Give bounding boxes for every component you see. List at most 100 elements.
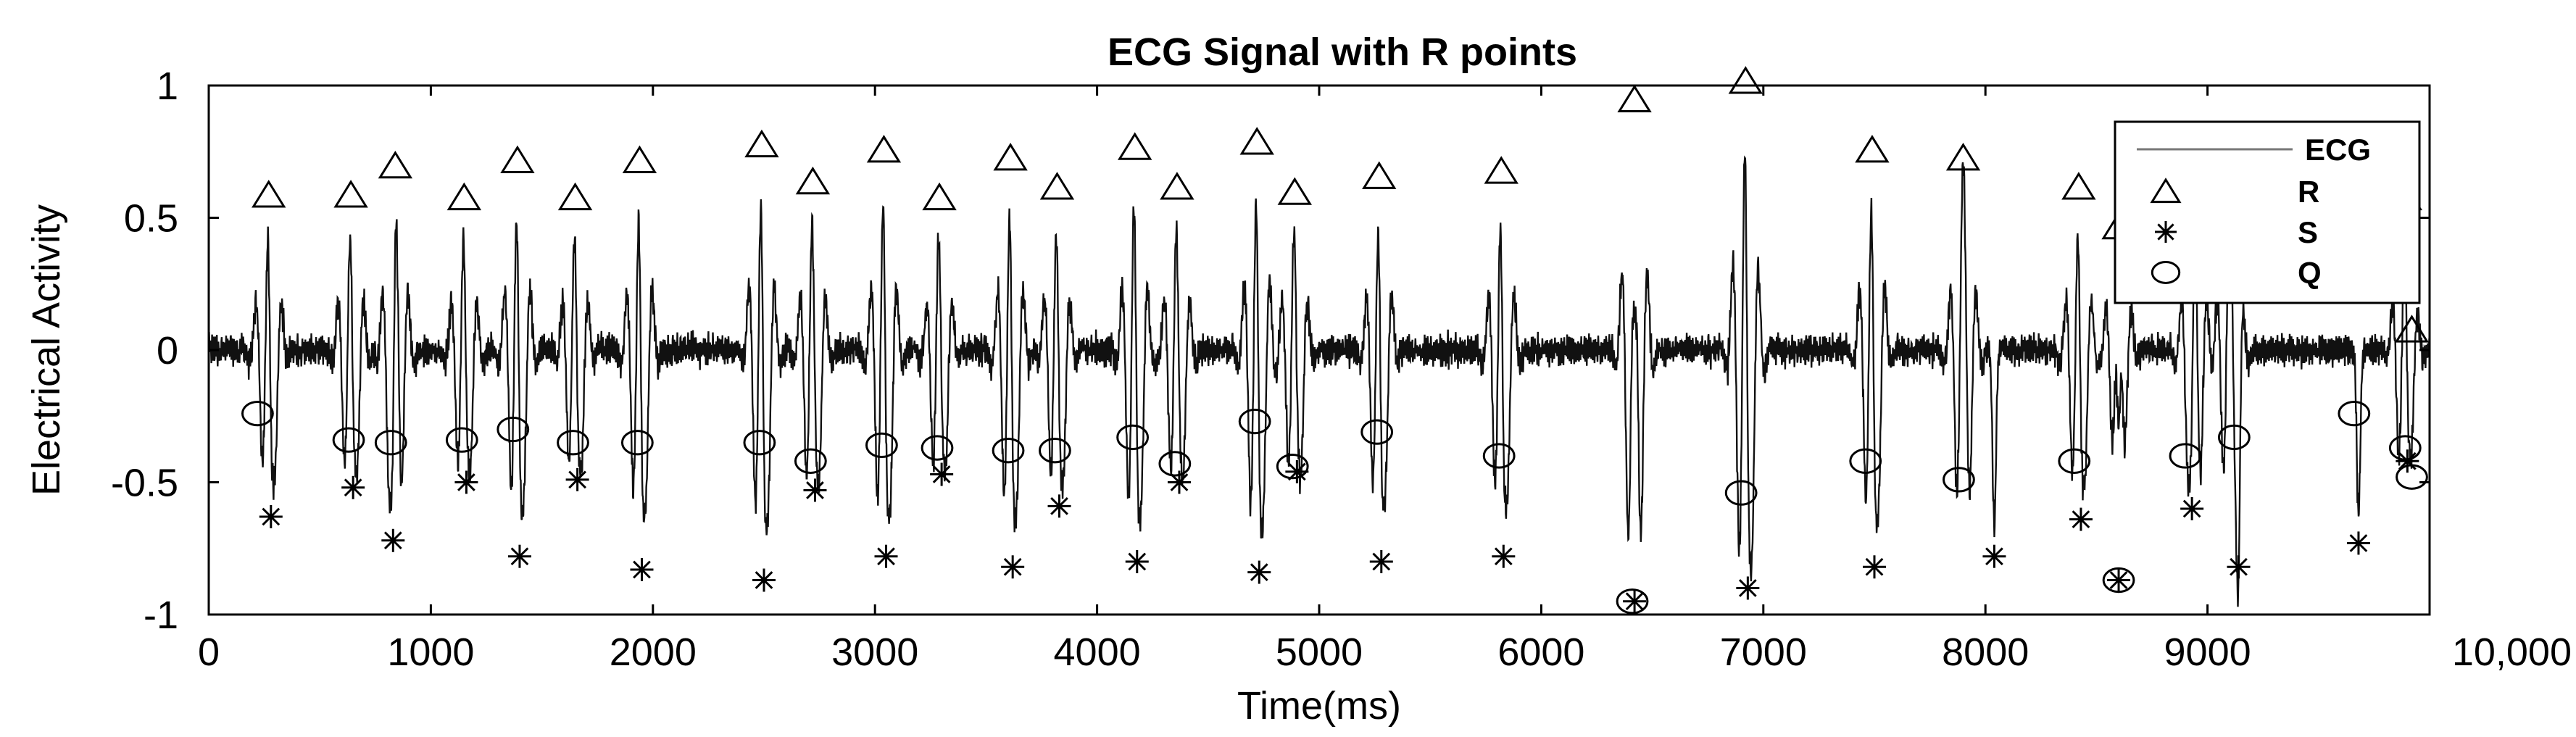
s-point-marker	[507, 544, 531, 568]
q-point-marker	[794, 448, 827, 474]
q-point-marker	[1482, 443, 1516, 469]
s-point-marker	[803, 478, 827, 502]
r-point-marker	[1117, 132, 1152, 160]
q-point-marker	[1276, 453, 1309, 480]
x-tick-label: 3000	[831, 630, 918, 674]
s-point-marker	[341, 475, 365, 499]
r-point-marker	[866, 135, 902, 163]
s-point-marker	[1863, 555, 1886, 579]
r-point-marker	[333, 180, 368, 208]
asterisk-stroke	[2157, 223, 2174, 241]
y-axis-label: Electrical Activity	[25, 204, 68, 496]
asterisk-stroke	[2182, 499, 2201, 518]
plot-area: 0 1000 2000 3000 4000 5000 6000 7000 8000 9000 10,…	[111, 64, 2572, 674]
q-point-marker	[557, 430, 589, 456]
q-point-marker	[1116, 424, 1150, 451]
x-tick-label: 1000	[387, 630, 474, 674]
r-point-marker	[1484, 156, 1518, 184]
asterisk-stroke	[457, 473, 475, 491]
asterisk-stroke	[1372, 552, 1391, 571]
r-point-marker	[2394, 315, 2430, 343]
s-point-marker	[2227, 555, 2251, 579]
legend-s-swatch	[2155, 221, 2177, 243]
asterisk-stroke	[755, 571, 773, 589]
q-point-marker	[332, 427, 365, 453]
legend: ECG RSQ	[2114, 120, 2421, 304]
r-point-marker	[622, 145, 657, 173]
s-point-marker	[565, 467, 589, 491]
r-point-marker	[1617, 84, 1652, 113]
q-point-marker	[2388, 435, 2422, 461]
r-point-marker	[500, 145, 535, 173]
x-tick-label: 7000	[1720, 630, 1807, 674]
asterisk-stroke	[1985, 547, 2003, 566]
y-tick-label: 0	[157, 329, 178, 372]
ecg-signal-layer	[207, 155, 2431, 607]
q-point-marker	[620, 430, 654, 456]
r-point-marker	[378, 150, 413, 179]
y-tick-label: 1	[157, 64, 178, 108]
r-point-marker	[1039, 172, 1075, 200]
asterisk-stroke	[2230, 557, 2248, 576]
asterisk-stroke	[510, 547, 529, 566]
q-point-marker	[2338, 400, 2371, 427]
q-point-marker	[496, 416, 530, 443]
legend-box	[2114, 120, 2421, 304]
q-point-marker	[2169, 443, 2202, 469]
asterisk-stroke	[633, 560, 651, 579]
r-point-marker	[993, 142, 1028, 171]
r-point-marker	[1362, 161, 1397, 189]
x-tick-label: 2000	[610, 630, 697, 674]
r-point-marker	[1239, 127, 1274, 155]
x-tick-label: 5000	[1276, 630, 1363, 674]
asterisk-stroke	[1250, 563, 1268, 581]
asterisk-stroke	[1170, 473, 1189, 491]
legend-entries: ECG RSQ	[2137, 133, 2371, 290]
marker-layer	[241, 66, 2430, 615]
q-point-marker	[2102, 567, 2135, 594]
asterisk-stroke	[1494, 547, 1513, 566]
legend-label-q: Q	[2298, 256, 2322, 290]
asterisk-stroke	[383, 531, 402, 550]
s-point-marker	[1369, 550, 1393, 573]
asterisk-stroke	[2072, 510, 2090, 528]
legend-q-swatch	[2151, 261, 2181, 284]
r-point-marker	[795, 166, 831, 195]
y-tick-label: -0.5	[111, 462, 178, 505]
q-point-marker	[1849, 448, 1882, 474]
s-point-marker	[1047, 494, 1071, 518]
q-point-marker	[1038, 438, 1071, 464]
asterisk-stroke	[806, 481, 824, 499]
x-tick-label: 10,000	[2452, 630, 2572, 674]
r-point-marker	[252, 180, 286, 208]
s-point-marker	[2180, 497, 2204, 520]
legend-r-swatch	[2150, 178, 2182, 204]
r-point-marker	[1728, 66, 1763, 94]
q-point-marker	[2396, 464, 2428, 490]
asterisk-stroke	[1128, 552, 1147, 571]
s-point-marker	[1492, 544, 1516, 568]
q-point-marker	[1360, 419, 1394, 445]
tick-layer: 0 1000 2000 3000 4000 5000 6000 7000 8000 9000 10,…	[111, 64, 2572, 674]
q-point-marker	[2058, 448, 2091, 474]
asterisk-stroke	[932, 465, 951, 483]
x-axis-label: Time(ms)	[1237, 684, 1401, 728]
q-point-marker	[1158, 451, 1192, 477]
x-tick-label: 0	[198, 630, 220, 674]
chart-title: ECG Signal with R points	[1108, 30, 1577, 74]
q-point-marker	[1616, 588, 1649, 615]
y-tick-label: -1	[144, 594, 178, 637]
q-point-marker	[241, 400, 274, 427]
asterisk-stroke	[262, 507, 281, 526]
x-tick-label: 9000	[2164, 630, 2251, 674]
r-point-marker	[1160, 172, 1194, 200]
q-point-marker	[921, 435, 954, 461]
q-point-marker	[374, 430, 407, 456]
asterisk-stroke	[1050, 496, 1068, 515]
s-point-marker	[381, 528, 405, 552]
q-point-marker	[2217, 424, 2251, 451]
x-tick-label: 4000	[1054, 630, 1141, 674]
s-point-marker	[630, 557, 654, 581]
s-point-marker	[2107, 568, 2131, 592]
legend-label-r: R	[2298, 175, 2319, 209]
